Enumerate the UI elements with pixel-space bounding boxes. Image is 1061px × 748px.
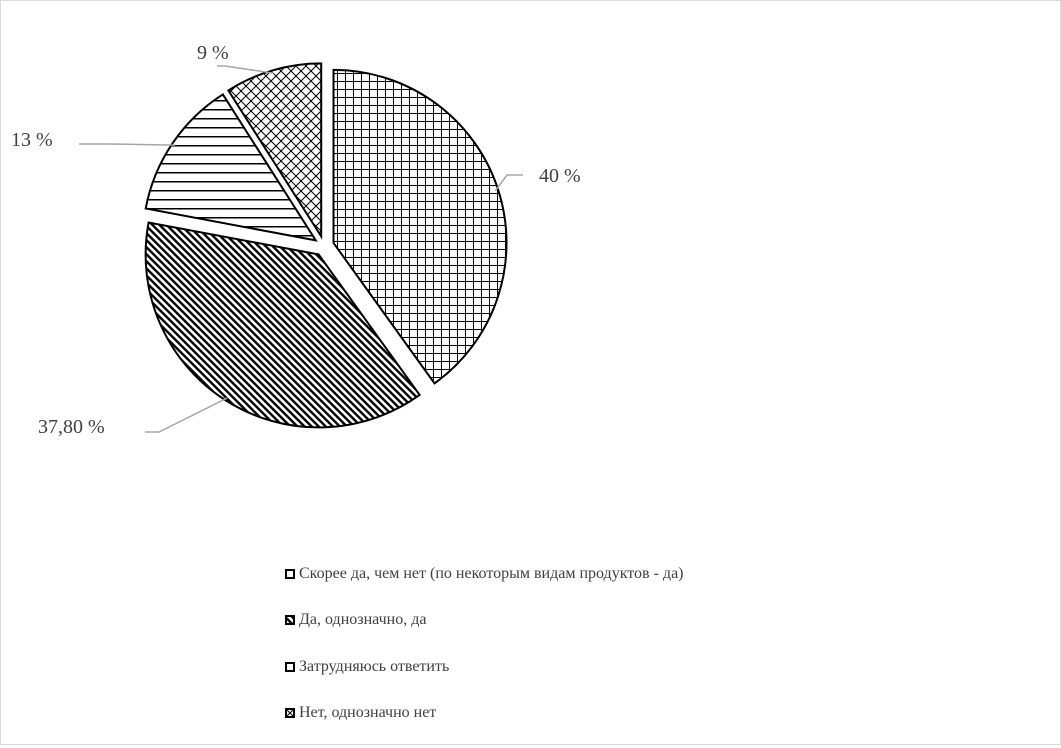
data-label-0: 40 %	[539, 165, 581, 187]
leader-line-3	[217, 65, 274, 74]
data-label-1: 37,80 %	[38, 416, 105, 438]
leader-line-2	[79, 143, 175, 146]
leader-line-1	[145, 397, 228, 433]
legend-item-1: Да, однозначно, да	[285, 609, 684, 632]
legend-swatch-3	[285, 708, 295, 718]
leader-lines	[79, 65, 523, 433]
pie-slices	[144, 62, 508, 429]
legend-label-3: Нет, однозначно нет	[299, 704, 437, 721]
data-label-3: 9 %	[197, 42, 229, 64]
legend-swatch-2	[285, 661, 295, 672]
legend-label-2: Затрудняюсь ответить	[299, 657, 450, 675]
data-label-2: 13 %	[11, 129, 53, 151]
leader-line-0	[494, 174, 523, 192]
legend-item-3: Нет, однозначно нет	[285, 702, 684, 725]
legend-swatch-1	[285, 615, 295, 625]
pie-slice-1	[144, 221, 422, 429]
pie-slice-2	[144, 93, 318, 242]
data-labels: 40 % 37,80 % 13 % 9 %	[11, 42, 581, 438]
pie-slice-0	[332, 68, 508, 385]
legend-item-0: Скорее да, чем нет (по некоторым видам п…	[285, 562, 684, 585]
pie-slice-3	[226, 62, 323, 240]
legend-swatch-0	[285, 568, 295, 579]
legend-label-0: Скорее да, чем нет (по некоторым видам п…	[299, 564, 684, 582]
legend-label-1: Да, однозначно, да	[299, 611, 427, 628]
legend: Скорее да, чем нет (по некоторым видам п…	[285, 562, 684, 748]
legend-item-2: Затрудняюсь ответить	[285, 655, 684, 678]
